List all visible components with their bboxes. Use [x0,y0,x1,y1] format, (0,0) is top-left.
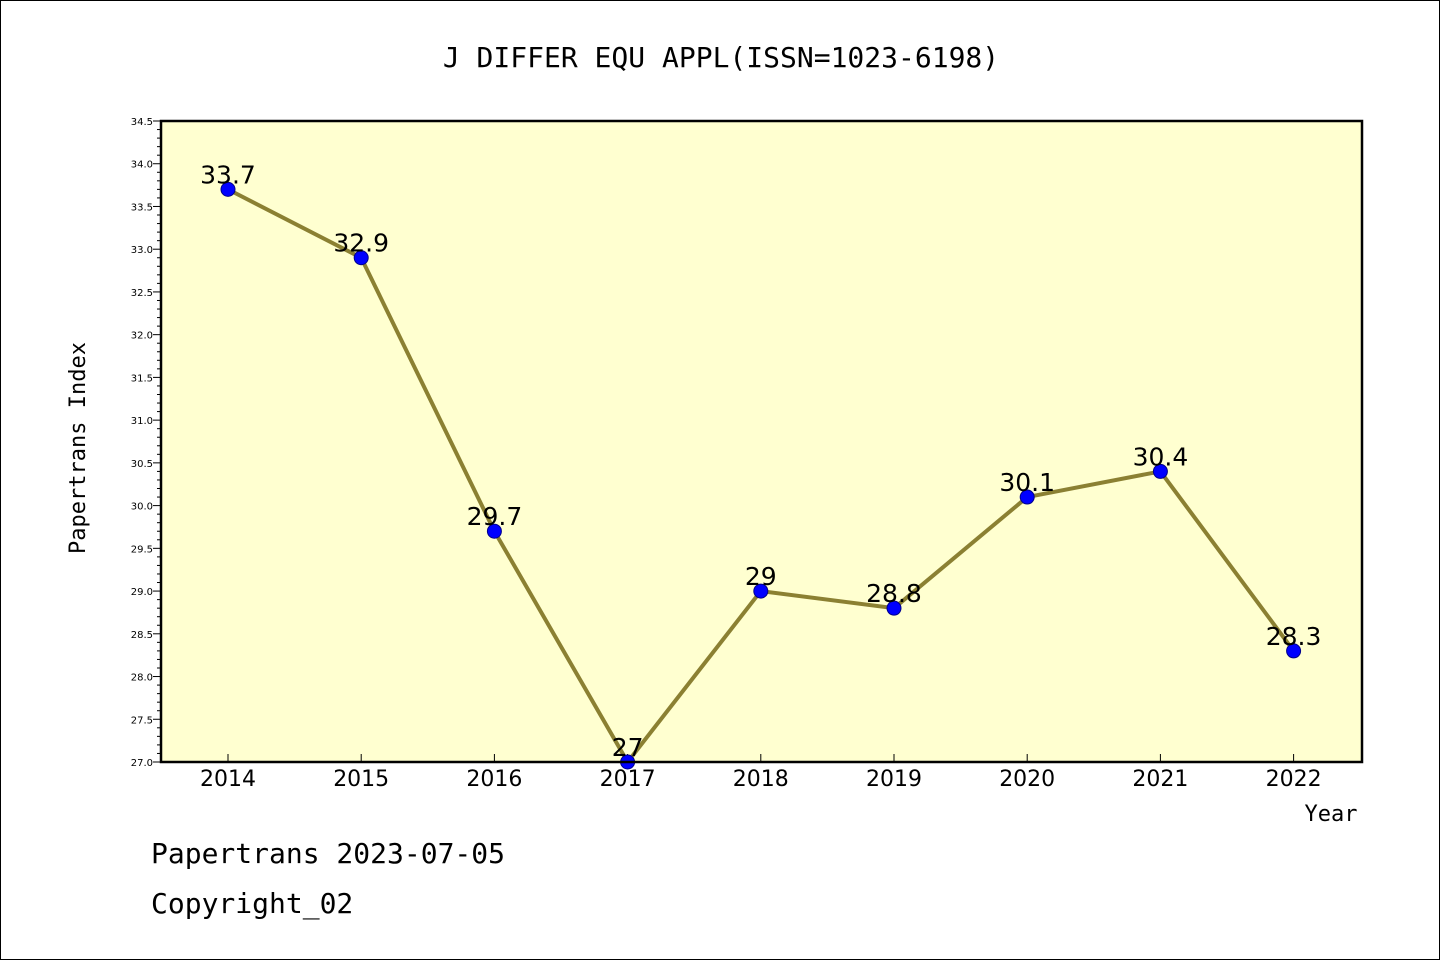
y-tick-label: 33.5 [131,202,153,213]
x-axis-label: Year [1305,802,1358,827]
y-tick-label: 32.5 [131,288,153,299]
y-tick-label: 31.0 [131,416,153,427]
series-points [220,181,1302,770]
x-tick-label: 2016 [466,767,522,792]
data-point [1019,489,1035,505]
y-axis-label: Papertrans Index [66,342,91,554]
footer-date: Papertrans 2023-07-05 [151,837,506,870]
data-label: 28.8 [866,579,922,608]
y-tick-label: 30.0 [131,502,153,513]
x-tick-label: 2020 [999,767,1055,792]
y-tick-label: 27.5 [131,715,153,726]
data-label: 27 [612,733,644,762]
data-label: 32.9 [333,229,389,258]
y-tick-label: 30.5 [131,459,153,470]
data-point [353,250,369,266]
y-tick-label: 29.0 [131,587,153,598]
data-label: 30.1 [999,468,1055,497]
footer-copyright: Copyright_02 [151,887,354,920]
y-tick-label: 34.0 [131,160,153,171]
data-point [1286,643,1302,659]
data-labels: 33.7 32.9 29.7 27 29 28.8 30.1 30.4 28.3 [200,160,1321,762]
y-tick-label: 31.5 [131,373,153,384]
y-tick-label: 32.0 [131,331,153,342]
plot-border [159,119,1364,764]
x-tick-label: 2019 [866,767,922,792]
x-tick-label: 2021 [1132,767,1188,792]
data-point [220,181,236,197]
y-axis: 27.0 27.5 28.0 28.5 29.0 29.5 30.0 30.5 31.0 31.5… [131,117,161,769]
data-label: 29.7 [467,502,523,531]
data-label: 33.7 [200,160,256,189]
y-tick-label: 33.0 [131,245,153,256]
x-tick-label: 2017 [600,767,656,792]
x-tick-label: 2014 [200,767,256,792]
x-axis: 2014 2015 2016 2017 2018 2019 2020 2021 2022 [200,754,1322,792]
data-label: 29 [745,562,777,591]
y-tick-label: 28.5 [131,630,153,641]
data-point [486,523,502,539]
chart-title: J DIFFER EQU APPL(ISSN=1023-6198) [443,41,999,74]
data-point [1152,463,1168,479]
x-tick-label: 2015 [333,767,389,792]
y-tick-label: 34.5 [131,117,153,128]
y-tick-label: 29.5 [131,544,153,555]
x-tick-label: 2022 [1266,767,1322,792]
data-point [886,600,902,616]
data-point [753,583,769,599]
plot-area [161,121,1362,762]
x-tick-label: 2018 [733,767,789,792]
y-tick-label: 28.0 [131,673,153,684]
data-label: 28.3 [1266,622,1322,651]
data-label: 30.4 [1133,442,1189,471]
y-tick-label: 27.0 [131,758,153,769]
